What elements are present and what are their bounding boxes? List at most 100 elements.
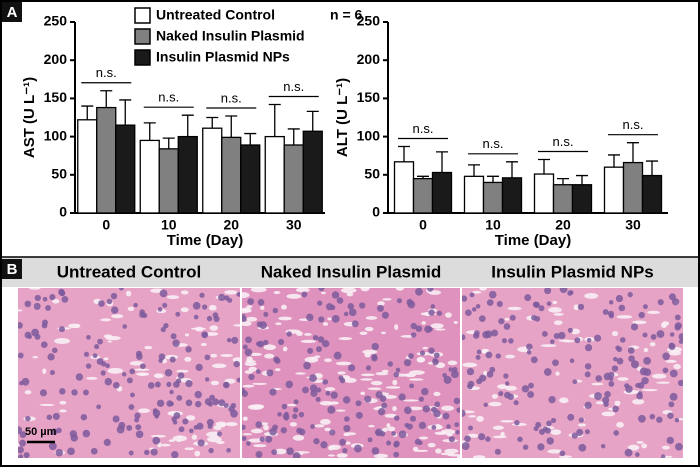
sinusoid: [382, 427, 388, 432]
nucleus: [98, 300, 105, 307]
nucleus: [544, 288, 552, 295]
error-bar: [225, 115, 238, 138]
bar: [603, 166, 625, 214]
sinusoid: [614, 400, 621, 406]
nucleus: [546, 301, 552, 306]
nucleus: [199, 292, 205, 298]
nucleus: [83, 351, 90, 357]
nucleus: [355, 411, 363, 419]
sinusoid: [324, 387, 336, 391]
nucleus: [242, 436, 247, 441]
sinusoid: [107, 367, 123, 374]
nucleus: [608, 376, 614, 382]
nucleus: [94, 344, 100, 350]
nucleus: [495, 353, 502, 359]
sinusoid: [445, 312, 452, 318]
nucleus: [34, 333, 41, 340]
panel-b-header: [2, 257, 698, 287]
nucleus: [548, 395, 556, 404]
nucleus: [135, 424, 142, 431]
nucleus: [343, 311, 349, 317]
nucleus: [418, 396, 424, 402]
nucleus: [41, 322, 48, 329]
sinusoid: [24, 390, 32, 395]
nucleus: [507, 393, 514, 400]
nucleus: [485, 436, 491, 442]
sinusoid: [488, 401, 502, 407]
nucleus: [318, 288, 325, 292]
nucleus: [348, 308, 357, 317]
nucleus: [21, 377, 30, 386]
error-bar: [608, 154, 620, 168]
nucleus: [668, 401, 675, 408]
nucleus: [92, 353, 98, 359]
sinusoid: [144, 345, 153, 350]
bar: [202, 127, 223, 214]
nucleus: [398, 430, 407, 439]
nucleus: [230, 402, 237, 409]
y-tick-label: 50: [51, 166, 67, 182]
nucleus: [674, 324, 681, 331]
sinusoid: [303, 333, 312, 336]
sinusoid: [275, 322, 282, 326]
sinusoid: [651, 373, 667, 379]
nucleus: [351, 320, 359, 328]
x-axis-label: Time (Day): [495, 232, 571, 249]
sinusoid: [103, 334, 113, 339]
error-bar: [436, 151, 448, 173]
nucleus: [51, 347, 58, 354]
nucleus: [339, 438, 347, 446]
nucleus: [48, 442, 57, 451]
nucleus: [671, 298, 680, 306]
sinusoid: [180, 307, 189, 313]
nucleus: [188, 428, 194, 434]
sinusoid: [328, 445, 335, 451]
nucleus: [182, 418, 189, 425]
nucleus: [293, 407, 299, 413]
sinusoid: [632, 399, 645, 405]
nucleus: [522, 444, 529, 450]
nucleus: [230, 409, 238, 418]
nucleus: [608, 313, 614, 319]
nucleus: [586, 338, 592, 343]
nucleus: [453, 397, 460, 405]
sinusoid: [172, 435, 187, 442]
sinusoid: [86, 376, 98, 380]
y-tick-label: 200: [44, 51, 68, 67]
sinusoid: [338, 337, 353, 341]
nucleus: [126, 377, 133, 384]
nucleus: [100, 370, 106, 376]
image-title: Insulin Plasmid NPs: [491, 262, 654, 281]
nucleus: [298, 411, 305, 418]
sinusoid: [287, 403, 297, 407]
nucleus: [128, 450, 134, 456]
nucleus: [650, 333, 657, 340]
sinusoid: [611, 330, 619, 337]
bar: [302, 130, 323, 214]
nucleus: [204, 398, 212, 406]
y-tick-label: 100: [44, 127, 68, 143]
sinusoid: [208, 304, 217, 311]
sinusoid: [570, 328, 581, 335]
nucleus: [154, 414, 159, 419]
nucleus: [40, 341, 48, 349]
sinusoid: [577, 423, 587, 427]
nucleus: [245, 336, 252, 344]
sinusoid: [242, 384, 255, 388]
sinusoid: [559, 455, 572, 458]
nucleus: [178, 426, 185, 433]
nucleus: [627, 291, 633, 298]
nucleus: [82, 389, 89, 396]
nucleus: [317, 336, 325, 343]
error-bar: [244, 132, 257, 146]
nucleus: [265, 435, 273, 443]
image-title: Naked Insulin Plasmid: [261, 262, 441, 281]
nucleus: [442, 412, 450, 420]
nucleus: [386, 440, 392, 446]
nucleus: [381, 402, 388, 409]
nucleus: [255, 451, 263, 458]
nucleus: [476, 349, 482, 355]
nucleus: [467, 380, 475, 388]
x-tick-label: 10: [485, 217, 501, 233]
nucleus: [538, 305, 545, 312]
